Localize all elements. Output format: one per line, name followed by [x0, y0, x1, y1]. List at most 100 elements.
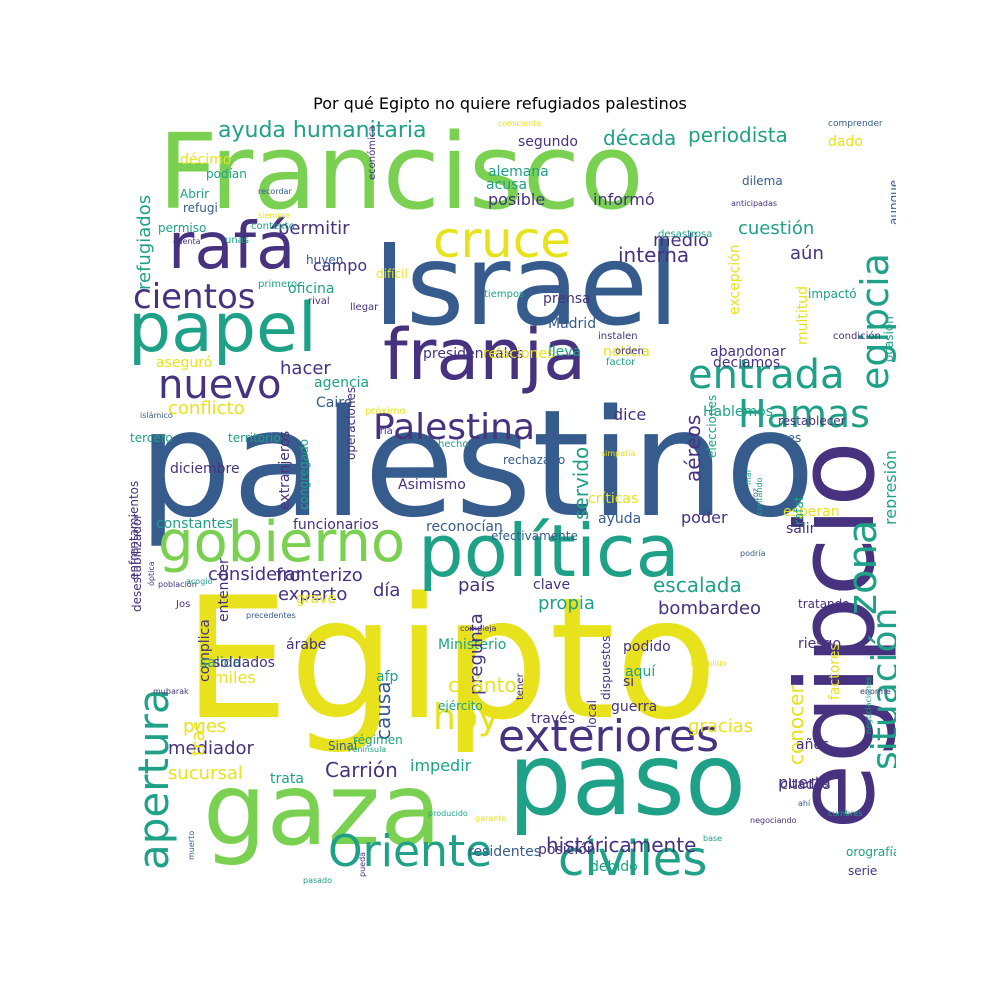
word-citados: citados: [780, 777, 831, 793]
word-acusa: acusa: [486, 177, 528, 193]
word-decimo: décimo: [180, 152, 232, 168]
word-esperan: esperan: [783, 504, 840, 520]
word-mediador: mediador: [168, 738, 254, 759]
word-pueda: pueda: [358, 851, 367, 877]
word-negociando: negociando: [750, 816, 797, 825]
word-egipto: Egipto: [183, 561, 718, 757]
word-elecciones: elecciones: [705, 394, 719, 458]
word-cruce: cruce: [433, 211, 571, 269]
word-puerta: puerta: [778, 773, 831, 792]
word-factores: factores: [827, 643, 843, 700]
word-aunque: aunque: [887, 179, 896, 225]
word-afp: afp: [376, 669, 399, 685]
word-madrid: Madrid: [548, 316, 597, 332]
word-factor: factor: [606, 357, 636, 368]
word-gaza: gaza: [203, 751, 442, 868]
word-presidenciales: presidenciales: [423, 346, 524, 362]
word-congregado: congregado: [297, 438, 311, 510]
word-mar: mar: [744, 469, 753, 485]
word-conocer: conocer: [784, 685, 808, 765]
word-negociaciones: negociaciones: [864, 676, 873, 734]
word-serie: serie: [848, 864, 878, 878]
word-cumplido: cumplido: [690, 659, 727, 668]
word-tiempos: tiempos: [484, 289, 525, 300]
word-desastrosa: desastrosa: [658, 229, 713, 240]
word-diciembre: diciembre: [170, 461, 240, 477]
word-poblacion: población: [158, 580, 197, 589]
word-clave: clave: [533, 577, 571, 593]
word-podido: podido: [623, 639, 671, 655]
word-debido: debido: [590, 859, 638, 875]
word-permiso: permiso: [158, 221, 207, 235]
word-franja: franja: [383, 314, 587, 396]
word-traves: través: [531, 711, 576, 727]
word-agencia: agencia: [314, 375, 370, 391]
word-servido: servido: [569, 446, 593, 520]
word-asimismo: Asimismo: [398, 477, 466, 493]
word-carrion: Carrión: [325, 758, 398, 782]
word-peninsula: Península: [348, 745, 387, 754]
word-criticas: críticas: [588, 491, 639, 507]
word-periodista: periodista: [688, 123, 788, 147]
word-rechazado: rechazado: [503, 453, 566, 467]
word-ayuda-humanitaria: ayuda humanitaria: [218, 120, 427, 143]
word-comprender: comprender: [828, 120, 883, 129]
word-muerto: muerto: [187, 830, 196, 860]
word-bombardeo: bombardeo: [658, 598, 762, 619]
word-palestina: Palestina: [373, 407, 536, 448]
word-ayuda: ayuda: [598, 511, 642, 527]
word-hamas: Hamas: [738, 392, 870, 436]
word-tratando: tratando: [798, 597, 850, 611]
word-sucursal: sucursal: [168, 763, 243, 784]
word-salida: salida: [200, 655, 242, 671]
word-aqui: aquí: [625, 664, 656, 680]
word-escalada: escalada: [653, 573, 742, 597]
word-contando: contando: [755, 477, 764, 515]
word-abandonar: abandonar: [710, 344, 786, 360]
word-pasado: pasado: [303, 876, 333, 885]
word-jos: Jos: [176, 599, 191, 610]
word-segundo: segundo: [518, 134, 578, 150]
word-territorio: territorio: [228, 431, 281, 445]
word-mubarak: mubarak: [153, 687, 189, 696]
word-si: si: [623, 674, 635, 690]
word-campo: campo: [313, 256, 368, 275]
word-reconocian: reconocían: [426, 519, 503, 535]
word-posicion: posición: [538, 842, 596, 858]
word-ministerio: Ministerio: [438, 637, 507, 653]
word-podria: podría: [740, 549, 766, 558]
word-causa: causa: [371, 681, 395, 740]
word-llegar: llegar: [350, 302, 379, 313]
word-interna: interna: [618, 243, 690, 267]
word-refugi: refugi: [183, 201, 218, 215]
word-hecho: hecho: [438, 439, 469, 450]
word-rival: rival: [308, 296, 330, 307]
word-oficina: oficina: [288, 281, 335, 297]
word-orografia: orografía: [846, 845, 896, 859]
word-arabe: árabe: [286, 637, 327, 653]
word-efectivamente: efectivamente: [491, 529, 578, 543]
word-guerra: guerra: [611, 699, 658, 715]
word-restablecer: restablecer: [778, 414, 846, 428]
word-regimen: régimen: [353, 733, 403, 747]
word-constantes: constantes: [156, 516, 233, 532]
word-primero: primero: [258, 279, 298, 290]
word-pues: pues: [183, 716, 227, 737]
word-cairo: Cairo: [316, 395, 353, 411]
word-nuevo: nuevo: [158, 362, 282, 408]
word-trata: trata: [270, 771, 304, 787]
word-decada: década: [603, 126, 677, 150]
word-aun: aún: [790, 243, 824, 264]
word-deciamos: decíamos: [713, 355, 781, 371]
word-huyen: huyen: [306, 253, 344, 267]
word-alemana: alemana: [488, 164, 549, 180]
word-ejercito: ejército: [438, 699, 483, 713]
word-aereos: aéreos: [681, 414, 705, 482]
word-dia: día: [373, 580, 401, 601]
word-siempre: siempre: [258, 211, 291, 220]
word-hoy: hoy: [433, 697, 500, 738]
word-riesgo: riesgo: [798, 636, 842, 652]
word-acogio: acogió: [186, 577, 213, 586]
word-miles: miles: [213, 668, 256, 687]
word-historicamente: históricamente: [546, 833, 697, 857]
